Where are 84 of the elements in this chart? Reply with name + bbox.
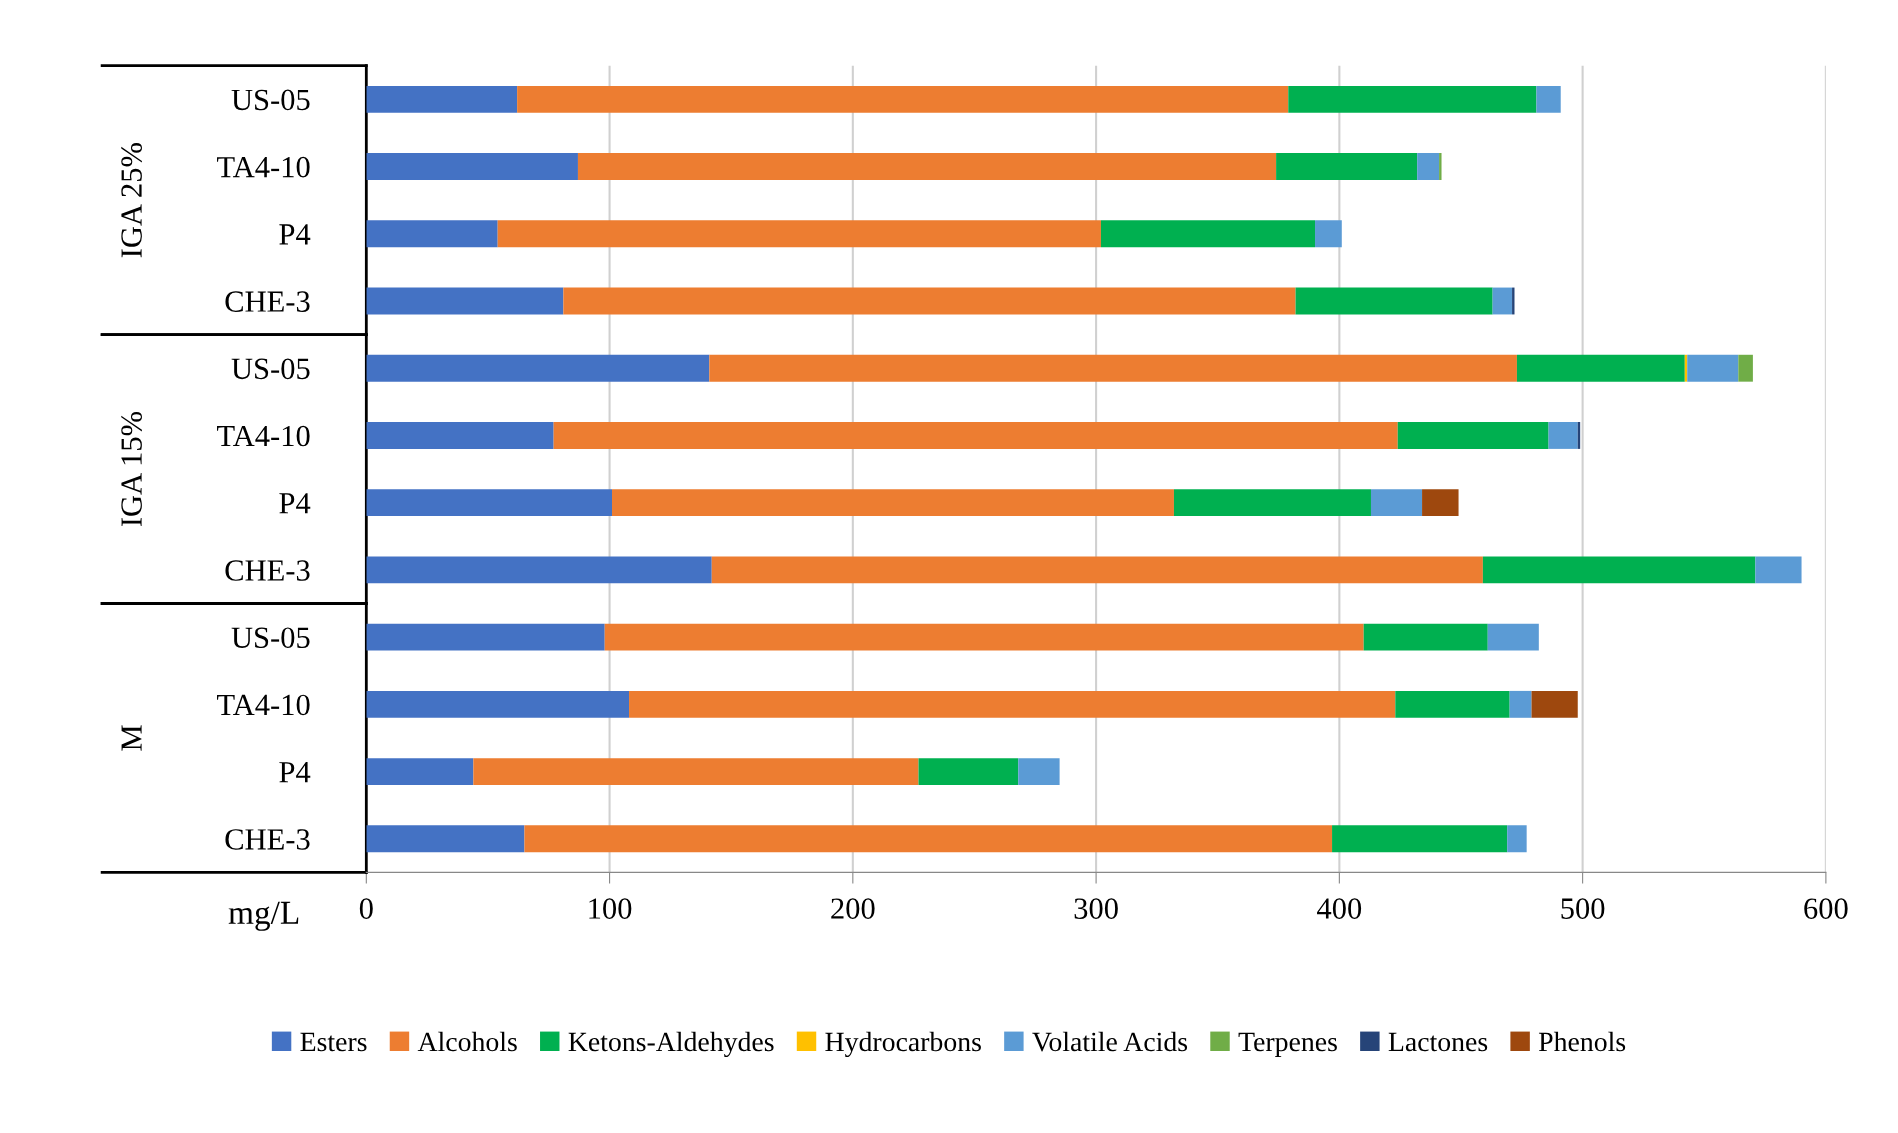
legend-label: Esters [300,1032,367,1052]
x-tick-label: 100 [589,898,632,919]
bar [1018,758,1060,786]
bar [366,422,554,449]
bar [1509,690,1532,718]
y-tick-label: US-05 [231,358,310,380]
y-tick-label: US-05 [231,89,310,111]
bar [366,758,474,786]
bar [366,825,525,853]
bar [497,220,1101,248]
bar [577,153,1277,180]
text: IGA 25% [121,143,142,258]
bar [1100,220,1316,248]
bar [1332,825,1508,853]
bar [1397,422,1549,449]
y-tick-label: CHE-3 [225,560,310,581]
bar [1417,153,1440,180]
y-tick-label: P4 [279,762,311,783]
bar [1507,825,1527,853]
x-tick-label: 600 [1804,898,1848,919]
bar [1738,354,1753,382]
y-tick-label: TA4-10 [217,156,310,178]
bar [1548,422,1578,449]
bar [1512,287,1515,315]
bar [604,623,1364,651]
legend-label: Hydrocarbons [825,1031,981,1058]
bar [1487,623,1539,651]
bar [366,153,578,180]
bar [366,623,605,651]
legend-label: Ketons-Aldehydes [568,1031,774,1058]
bar [366,556,712,584]
bar [366,489,613,517]
text: IGA 15% [121,411,142,527]
x-tick-label: 0 [359,898,373,919]
bar [1536,85,1561,113]
bar [1439,153,1442,180]
x-tick-label: 300 [1074,898,1118,919]
legend-label: Lactones [1388,1032,1488,1052]
y-tick-label: CHE-3 [225,291,310,312]
bar [1755,556,1802,584]
legend-label: Volatile Acids [1032,1031,1188,1052]
bar [1295,287,1493,315]
legend-label: Terpenes [1238,1032,1337,1057]
bar [1531,690,1578,718]
bar [1315,220,1342,248]
bar [473,758,919,786]
bar [1687,354,1739,382]
bar [524,825,1333,853]
bar [366,690,630,718]
bar [1276,153,1418,180]
bar [918,758,1019,786]
y-tick-label: US-05 [231,627,310,649]
bar [709,354,1517,382]
bar [1370,489,1423,517]
bar [1516,354,1685,382]
y-tick-label: P4 [279,224,311,245]
bar [1422,489,1459,517]
bar [1482,556,1756,584]
legend-label: Alcohols [417,1031,517,1052]
bar [366,354,710,382]
y-tick-label: CHE-3 [225,829,310,850]
bar [1363,623,1488,651]
y-tick-label: TA4-10 [217,425,310,447]
bar [553,422,1398,449]
bar [563,287,1296,315]
y-tick-label: P4 [279,493,311,514]
legend-label: Phenols [1538,1031,1626,1052]
bar [1173,489,1371,517]
bar [366,85,518,113]
bar [612,489,1174,517]
x-axis-title: mg/L [228,901,299,931]
bar [1288,85,1537,113]
x-tick-label: 500 [1561,898,1605,919]
bar [1492,287,1513,315]
x-tick-label: 200 [831,898,875,919]
bar [629,690,1396,718]
bar [1395,690,1510,718]
bar [366,287,564,315]
bar [711,556,1483,584]
text: M [121,725,142,751]
x-tick-label: 400 [1317,898,1362,919]
bar [517,85,1289,113]
y-tick-label: TA4-10 [217,694,310,716]
bar [366,220,498,248]
